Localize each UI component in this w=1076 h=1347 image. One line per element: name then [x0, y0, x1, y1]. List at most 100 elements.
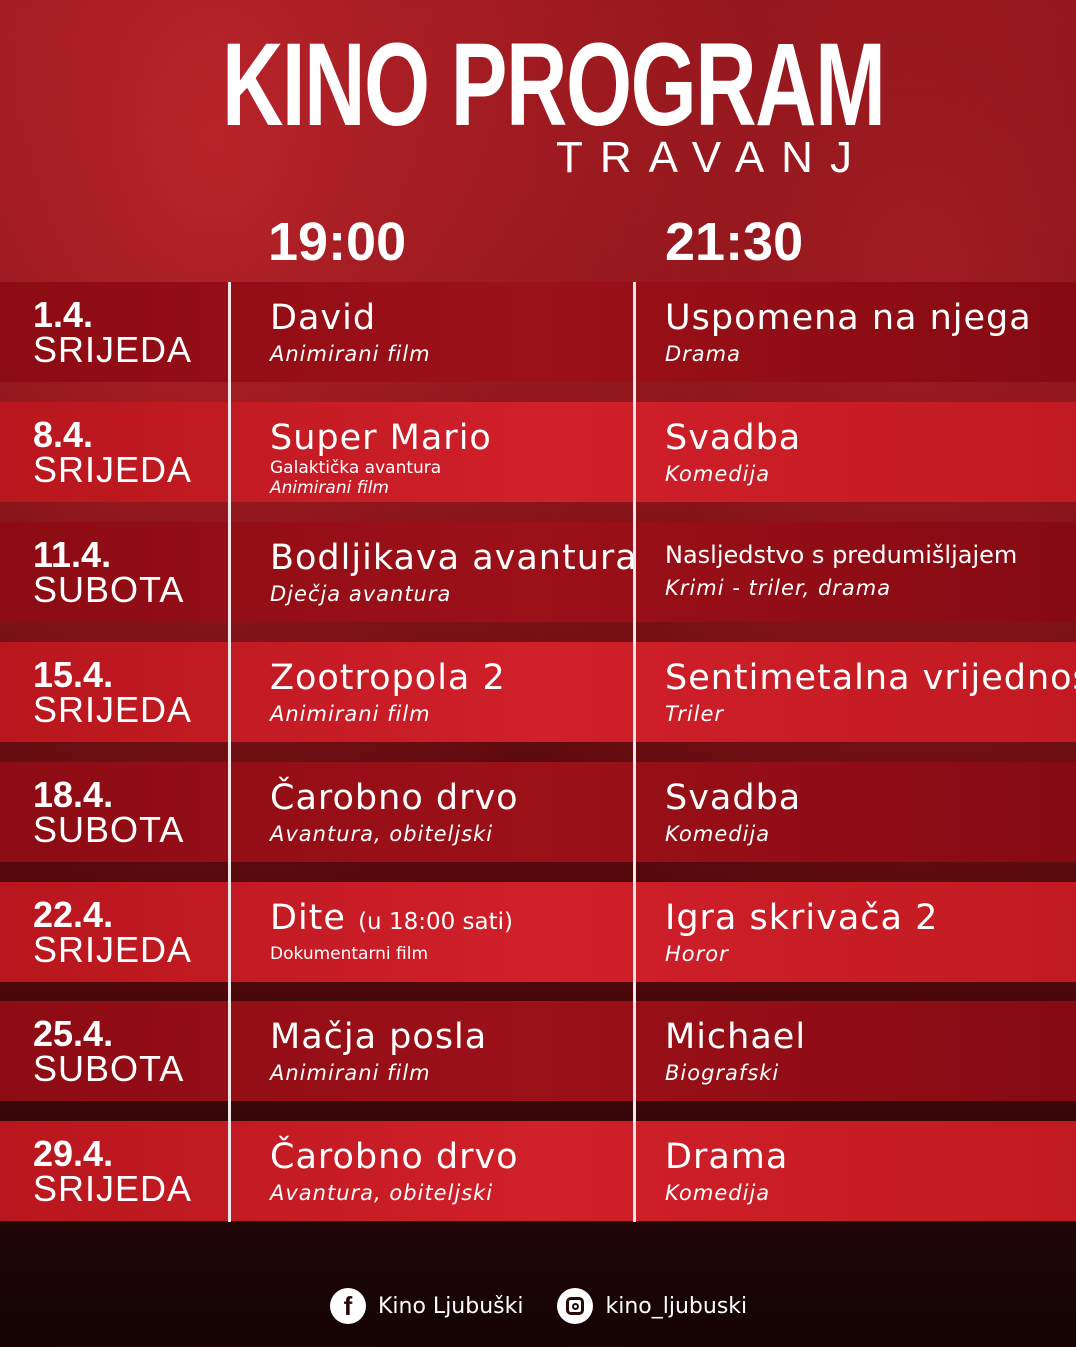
weekday: SRIJEDA: [33, 329, 193, 370]
movie-title-text: Drama: [665, 1137, 789, 1177]
schedule-row: 22.4. SRIJEDA Dite (u 18:00 sati) Dokumenta…: [0, 882, 1076, 982]
movie-genre: Dječja avantura: [270, 582, 452, 606]
movie-cell: Igra skrivača 2 Horor: [665, 898, 938, 968]
movie-title-text: Svadba: [665, 778, 802, 818]
weekday: SUBOTA: [33, 1048, 185, 1089]
weekday: SRIJEDA: [33, 1168, 193, 1209]
movie-cell: Uspomena na njega Drama: [665, 298, 1032, 368]
schedule-row: 8.4. SRIJEDA Super Mario Galaktička avantur…: [0, 402, 1076, 502]
date: 1.4.: [33, 294, 94, 335]
movie-title: Nasljedstvo s predumišljajem: [665, 538, 1017, 572]
movie-title-text: Igra skrivača 2: [665, 898, 939, 938]
instagram-icon: [557, 1288, 594, 1324]
date-cell: 11.4. SUBOTA: [33, 537, 184, 608]
movie-title-text: Dite: [270, 898, 346, 938]
movie-title-text: Čarobno drvo: [270, 778, 519, 818]
movie-genre: Krimi - triler, drama: [665, 576, 892, 600]
date: 25.4.: [33, 1013, 114, 1054]
date-cell: 1.4. SRIJEDA: [33, 294, 193, 370]
time-header-2130: 21:30: [665, 212, 804, 272]
schedule-row: 18.4. SUBOTA Čarobno drvo Avantura, obitelj…: [0, 762, 1076, 862]
movie-title-text: Super Mario: [270, 418, 492, 458]
movie-genre: Drama: [665, 342, 741, 366]
date-cell: 15.4. SRIJEDA: [33, 654, 193, 730]
movie-genre: Komedija: [665, 462, 771, 486]
date-cell: 22.4. SRIJEDA: [33, 894, 193, 970]
movie-title: Igra skrivača 2: [665, 898, 938, 938]
movie-subtitle: Galaktička avantura: [270, 458, 442, 478]
movie-cell: Čarobno drvo Avantura, obiteljski: [270, 778, 519, 848]
movie-genre: Animirani film: [270, 702, 431, 726]
movie-title: Super Mario: [270, 418, 492, 458]
movie-title-text: Michael: [665, 1017, 807, 1057]
movie-title-text: Nasljedstvo s predumišljajem: [665, 541, 1018, 569]
movie-genre: Animirani film: [270, 478, 389, 498]
date: 22.4.: [33, 894, 114, 935]
movie-title: Mačja posla: [270, 1017, 487, 1057]
movie-genre: Komedija: [665, 822, 771, 846]
movie-genre: Animirani film: [270, 1061, 431, 1085]
schedule-row: 29.4. SRIJEDA Čarobno drvo Avantura, obitel…: [0, 1121, 1076, 1221]
weekday: SRIJEDA: [33, 929, 193, 970]
movie-title-text: Čarobno drvo: [270, 1137, 519, 1177]
movie-genre: Animirani film: [270, 342, 431, 366]
date-cell: 25.4. SUBOTA: [33, 1013, 185, 1089]
weekday: SRIJEDA: [33, 449, 193, 490]
date-cell: 29.4. SRIJEDA: [33, 1133, 193, 1209]
date: 18.4.: [33, 774, 114, 815]
movie-title: Čarobno drvo: [270, 778, 519, 818]
date-cell: 18.4. SUBOTA: [33, 774, 185, 850]
movie-title: Svadba: [665, 778, 801, 818]
date: 15.4.: [33, 654, 114, 695]
movie-cell: Svadba Komedija: [665, 418, 801, 488]
movie-title: David: [270, 298, 431, 338]
weekday: SRIJEDA: [33, 689, 193, 730]
movie-title-text: Svadba: [665, 418, 802, 458]
movie-cell: Dite (u 18:00 sati) Dokumentarni film: [270, 898, 513, 964]
movie-title: Sentimetalna vrijednost: [665, 658, 1076, 698]
screening-note: (u 18:00 sati): [358, 909, 513, 935]
weekday: SUBOTA: [33, 809, 185, 850]
movie-title: Uspomena na njega: [665, 298, 1032, 338]
date-cell: 8.4. SRIJEDA: [33, 414, 193, 490]
month-label: TRAVANJ: [556, 133, 869, 182]
facebook-icon: f: [330, 1288, 366, 1324]
movie-genre: Avantura, obiteljski: [270, 822, 494, 846]
movie-title-text: David: [270, 298, 377, 338]
movie-title: Bodljikava avantura: [270, 538, 638, 578]
movie-title: Dite (u 18:00 sati): [270, 898, 513, 942]
movie-cell: Super Mario Galaktička avantura Animirani …: [270, 418, 492, 498]
movie-cell: David Animirani film: [270, 298, 431, 368]
movie-title-text: Uspomena na njega: [665, 298, 1032, 338]
time-header-1900: 19:00: [268, 212, 407, 272]
movie-title: Michael: [665, 1017, 806, 1057]
column-divider: [633, 282, 636, 1222]
movie-title-text: Zootropola 2: [270, 658, 506, 698]
date: 8.4.: [33, 414, 94, 455]
instagram-handle: kino_ljubuski: [605, 1293, 748, 1319]
movie-title: Zootropola 2: [270, 658, 506, 698]
movie-genre: Avantura, obiteljski: [270, 1181, 494, 1205]
movie-genre: Biografski: [665, 1061, 780, 1085]
movie-title: Čarobno drvo: [270, 1137, 519, 1177]
movie-genre: Dokumentarni film: [270, 944, 429, 964]
column-divider: [228, 282, 231, 1222]
footer-social: f Kino Ljubuški kino_ljubuski: [330, 1288, 747, 1324]
schedule-row: 25.4. SUBOTA Mačja posla Animirani film Mich…: [0, 1001, 1076, 1101]
schedule-row: 11.4. SUBOTA Bodljikava avantura Dječja ava…: [0, 522, 1076, 622]
movie-genre: Triler: [665, 702, 725, 726]
movie-cell: Bodljikava avantura Dječja avantura: [270, 538, 638, 608]
facebook-handle: Kino Ljubuški: [378, 1293, 524, 1319]
movie-cell: Nasljedstvo s predumišljajem Krimi - tril…: [665, 538, 1017, 602]
movie-cell: Čarobno drvo Avantura, obiteljski: [270, 1137, 519, 1207]
movie-cell: Michael Biografski: [665, 1017, 806, 1087]
date: 29.4.: [33, 1133, 114, 1174]
movie-cell: Sentimetalna vrijednost Triler: [665, 658, 1076, 728]
poster-title: KINO PROGRAM: [222, 19, 886, 151]
movie-title: Svadba: [665, 418, 801, 458]
schedule-row: 15.4. SRIJEDA Zootropola 2 Animirani film Se…: [0, 642, 1076, 742]
movie-cell: Zootropola 2 Animirani film: [270, 658, 506, 728]
movie-title-text: Bodljikava avantura: [270, 538, 638, 578]
movie-title-text: Mačja posla: [270, 1017, 488, 1057]
movie-title-text: Sentimetalna vrijednost: [665, 658, 1076, 698]
